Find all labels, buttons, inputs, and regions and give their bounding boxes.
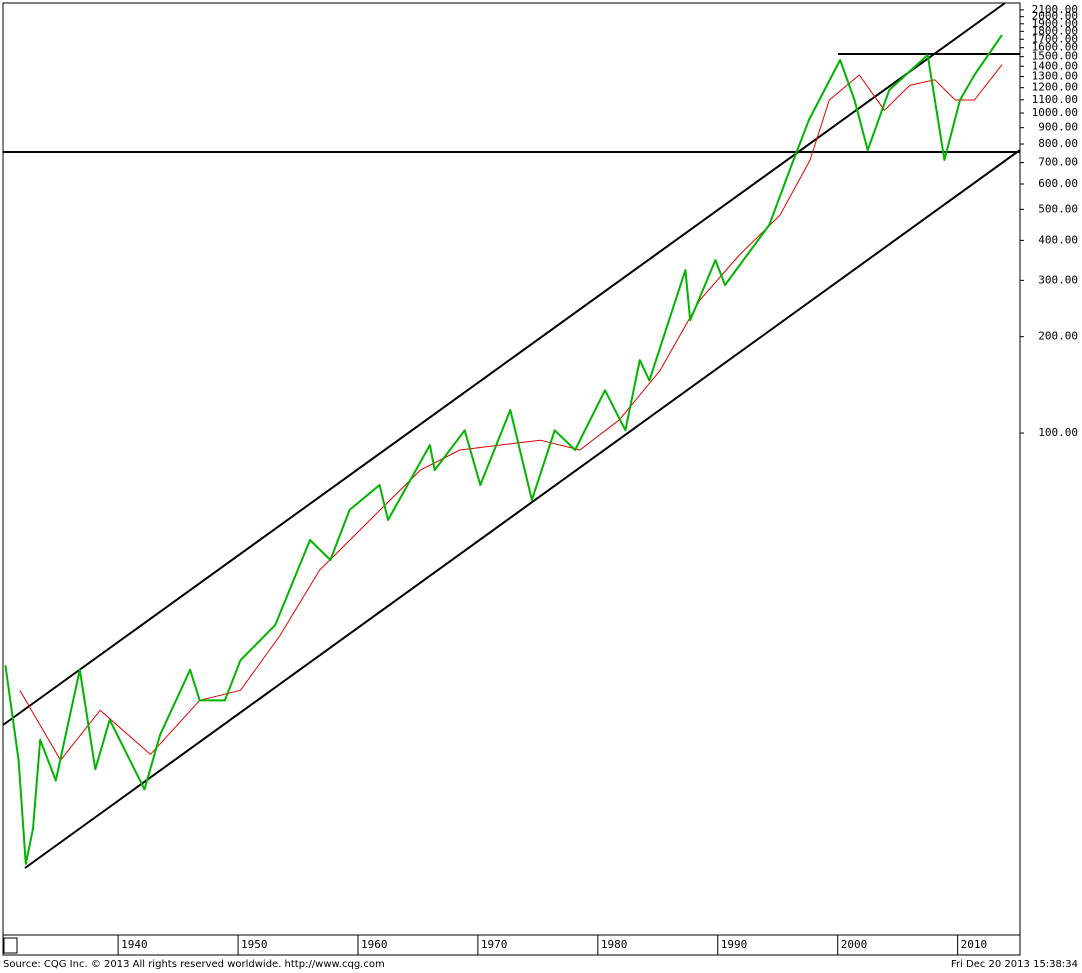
y-tick-label: 2100.00 [1032, 3, 1078, 16]
y-tick-label: 1500.00 [1032, 50, 1078, 63]
y-tick-label: 700.00 [1038, 156, 1078, 169]
corner-box [3, 937, 18, 954]
timestamp: Fri Dec 20 2013 15:38:34 [951, 959, 1078, 970]
x-tick-label: 2000 [841, 938, 868, 951]
y-tick-label: 1100.00 [1032, 93, 1078, 106]
y-tick-label: 400.00 [1038, 233, 1078, 246]
y-tick-label: 1700.00 [1032, 32, 1078, 45]
x-tick-label: 1950 [241, 938, 268, 951]
y-tick-label: 1400.00 [1032, 59, 1078, 72]
plot-frame [2, 2, 1021, 936]
y-tick-label: 1300.00 [1032, 70, 1078, 83]
x-tick-label: 2010 [961, 938, 988, 951]
y-tick-label: 2000.00 [1032, 10, 1078, 23]
y-tick-label: 1900.00 [1032, 17, 1078, 30]
price-line [4, 34, 1003, 865]
y-tick-label: 900.00 [1038, 121, 1078, 134]
x-tick-label: 1960 [361, 938, 388, 951]
x-tick-label: 1970 [481, 938, 508, 951]
y-tick-label: 100.00 [1038, 426, 1078, 439]
x-axis-strip [2, 934, 1021, 956]
y-tick-label: 300.00 [1038, 273, 1078, 286]
y-tick-label: 1000.00 [1032, 106, 1078, 119]
lower-channel [24, 149, 1021, 869]
y-tick-label: 1200.00 [1032, 81, 1078, 94]
x-tick-label: 1990 [721, 938, 748, 951]
y-tick-label: 1800.00 [1032, 24, 1078, 37]
x-tick-label: 1940 [121, 938, 148, 951]
y-tick-label: 1600.00 [1032, 41, 1078, 54]
source-note: Source: CQG Inc. © 2013 All rights reser… [3, 959, 385, 970]
y-tick-label: 600.00 [1038, 177, 1078, 190]
x-tick-label: 1980 [601, 938, 628, 951]
y-tick-label: 200.00 [1038, 330, 1078, 343]
upper-channel [2, 2, 1006, 726]
y-tick-label: 800.00 [1038, 137, 1078, 150]
y-tick-label: 500.00 [1038, 202, 1078, 215]
trend-lines [2, 2, 1021, 869]
moving-average [19, 64, 1003, 761]
